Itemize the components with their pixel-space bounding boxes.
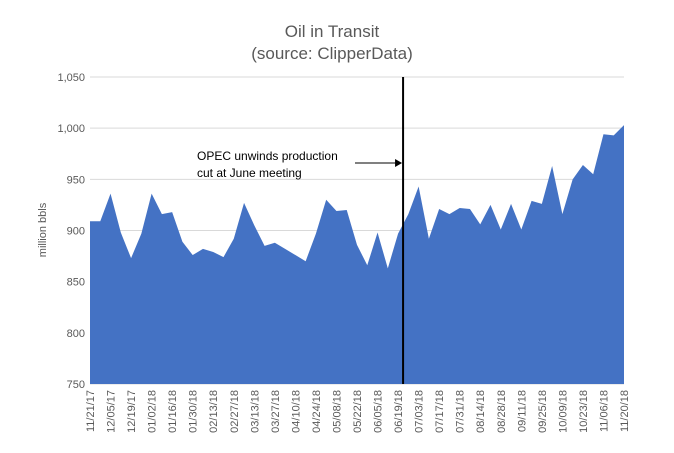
- x-tick-label: 11/06/18: [598, 390, 610, 432]
- y-tick-label: 750: [67, 379, 85, 391]
- y-tick-label: 1,000: [57, 123, 85, 135]
- x-tick-label: 10/23/18: [578, 390, 590, 433]
- x-tick-label: 02/27/18: [229, 390, 241, 433]
- x-tick-label: 11/21/17: [85, 390, 97, 432]
- annotation-arrow-head: [395, 159, 403, 167]
- x-tick-label: 03/27/18: [270, 390, 282, 433]
- x-tick-label: 02/13/18: [208, 390, 220, 433]
- annotation-line-1: OPEC unwinds production: [197, 149, 338, 163]
- x-tick-label: 08/14/18: [475, 390, 487, 433]
- annotation-layer: OPEC unwinds production cut at June meet…: [197, 77, 405, 384]
- x-ticks: 11/21/17 12/05/17 12/19/17 01/02/18 01/16/18…: [85, 390, 631, 433]
- x-tick-label: 09/11/18: [516, 390, 528, 432]
- y-tick-label: 1,050: [57, 72, 85, 84]
- x-tick-label: 12/05/17: [106, 390, 118, 433]
- series-area: [90, 125, 624, 384]
- x-tick-label: 07/03/18: [414, 390, 426, 433]
- x-tick-label: 04/10/18: [290, 390, 302, 433]
- y-tick-label: 900: [67, 226, 85, 238]
- x-tick-label: 07/31/18: [455, 390, 467, 433]
- x-tick-label: 11/20/18: [619, 390, 631, 432]
- y-tick-label: 800: [67, 328, 85, 340]
- x-tick-label: 06/05/18: [373, 390, 385, 433]
- chart-title: Oil in Transit: [285, 22, 380, 41]
- x-tick-label: 01/16/18: [167, 390, 179, 433]
- x-tick-label: 07/17/18: [434, 390, 446, 433]
- x-tick-label: 05/22/18: [352, 390, 364, 433]
- x-tick-label: 01/30/18: [188, 390, 200, 433]
- area-layer: [90, 125, 624, 384]
- x-tick-label: 12/19/17: [126, 390, 138, 433]
- x-tick-label: 10/09/18: [557, 390, 569, 433]
- x-tick-label: 01/02/18: [147, 390, 159, 433]
- x-tick-label: 04/24/18: [311, 390, 323, 433]
- x-tick-label: 05/08/18: [331, 390, 343, 433]
- x-tick-label: 09/25/18: [537, 390, 549, 433]
- y-ticks: 750 800 850 900 950 1,000 1,050: [57, 72, 85, 391]
- x-tick-label: 08/28/18: [496, 390, 508, 433]
- y-tick-label: 850: [67, 277, 85, 289]
- x-tick-label: 06/19/18: [393, 390, 405, 433]
- chart-subtitle: (source: ClipperData): [251, 44, 413, 63]
- y-axis-label: million bbls: [37, 202, 49, 257]
- x-tick-label: 03/13/18: [249, 390, 261, 433]
- annotation-line-2: cut at June meeting: [197, 166, 302, 180]
- y-tick-label: 950: [67, 174, 85, 186]
